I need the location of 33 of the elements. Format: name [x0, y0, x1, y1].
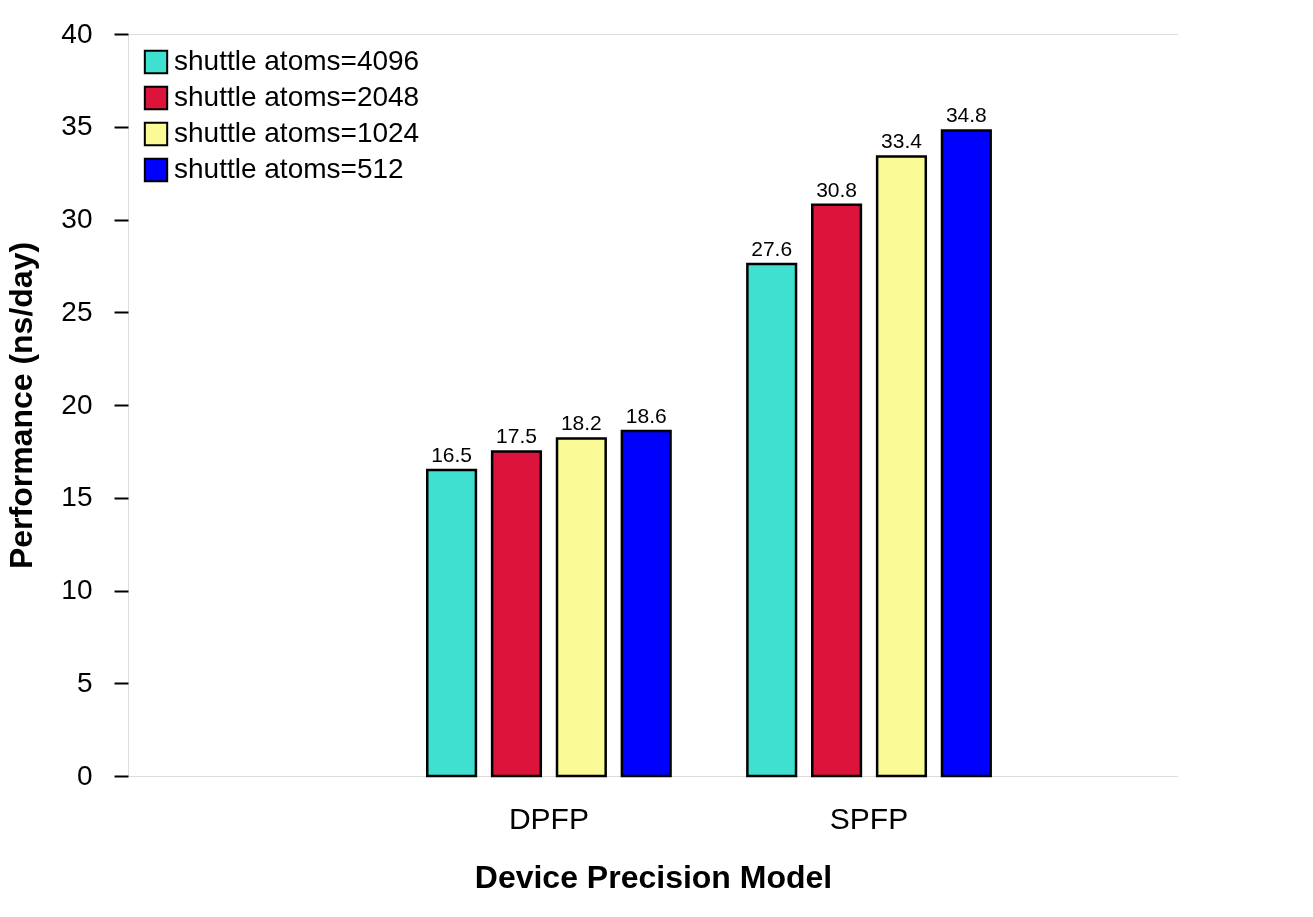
bar	[746, 262, 798, 778]
legend-label: shuttle atoms=1024	[174, 117, 420, 148]
data-label: 18.2	[560, 411, 602, 435]
y-tick-label: 15	[61, 481, 93, 513]
data-label: 17.5	[496, 424, 537, 448]
y-tick-label: 30	[61, 203, 93, 234]
legend-label: shuttle atoms=2048	[174, 81, 420, 112]
bar	[940, 129, 992, 778]
y-tick-label: 25	[61, 295, 93, 327]
data-label: 18.6	[625, 403, 667, 427]
legend-label: shuttle atoms=512	[174, 153, 404, 184]
y-tick-label: 0	[76, 759, 93, 791]
data-label: 16.5	[431, 442, 473, 466]
x-tick-label: DPFP	[508, 801, 589, 835]
bar	[811, 203, 863, 778]
y-tick-label: 20	[61, 388, 93, 420]
bar	[426, 468, 478, 778]
x-tick-label: SPFP	[829, 801, 909, 835]
bar	[555, 437, 607, 778]
x-axis-title: Device Precision Model	[474, 858, 833, 895]
y-axis-title: Performance (ns/day)	[3, 241, 40, 570]
bar	[490, 450, 543, 778]
y-tick-label: 35	[61, 110, 93, 142]
data-label: 33.4	[881, 129, 923, 153]
legend-label: shuttle atoms=4096	[174, 45, 420, 76]
bar	[875, 155, 928, 778]
y-tick-label: 40	[61, 17, 93, 49]
bar	[620, 429, 672, 778]
data-label: 27.6	[751, 237, 793, 261]
y-tick-label: 5	[76, 666, 93, 698]
y-tick-label: 10	[61, 574, 93, 605]
data-label: 34.8	[945, 103, 987, 127]
data-label: 30.8	[816, 177, 858, 201]
